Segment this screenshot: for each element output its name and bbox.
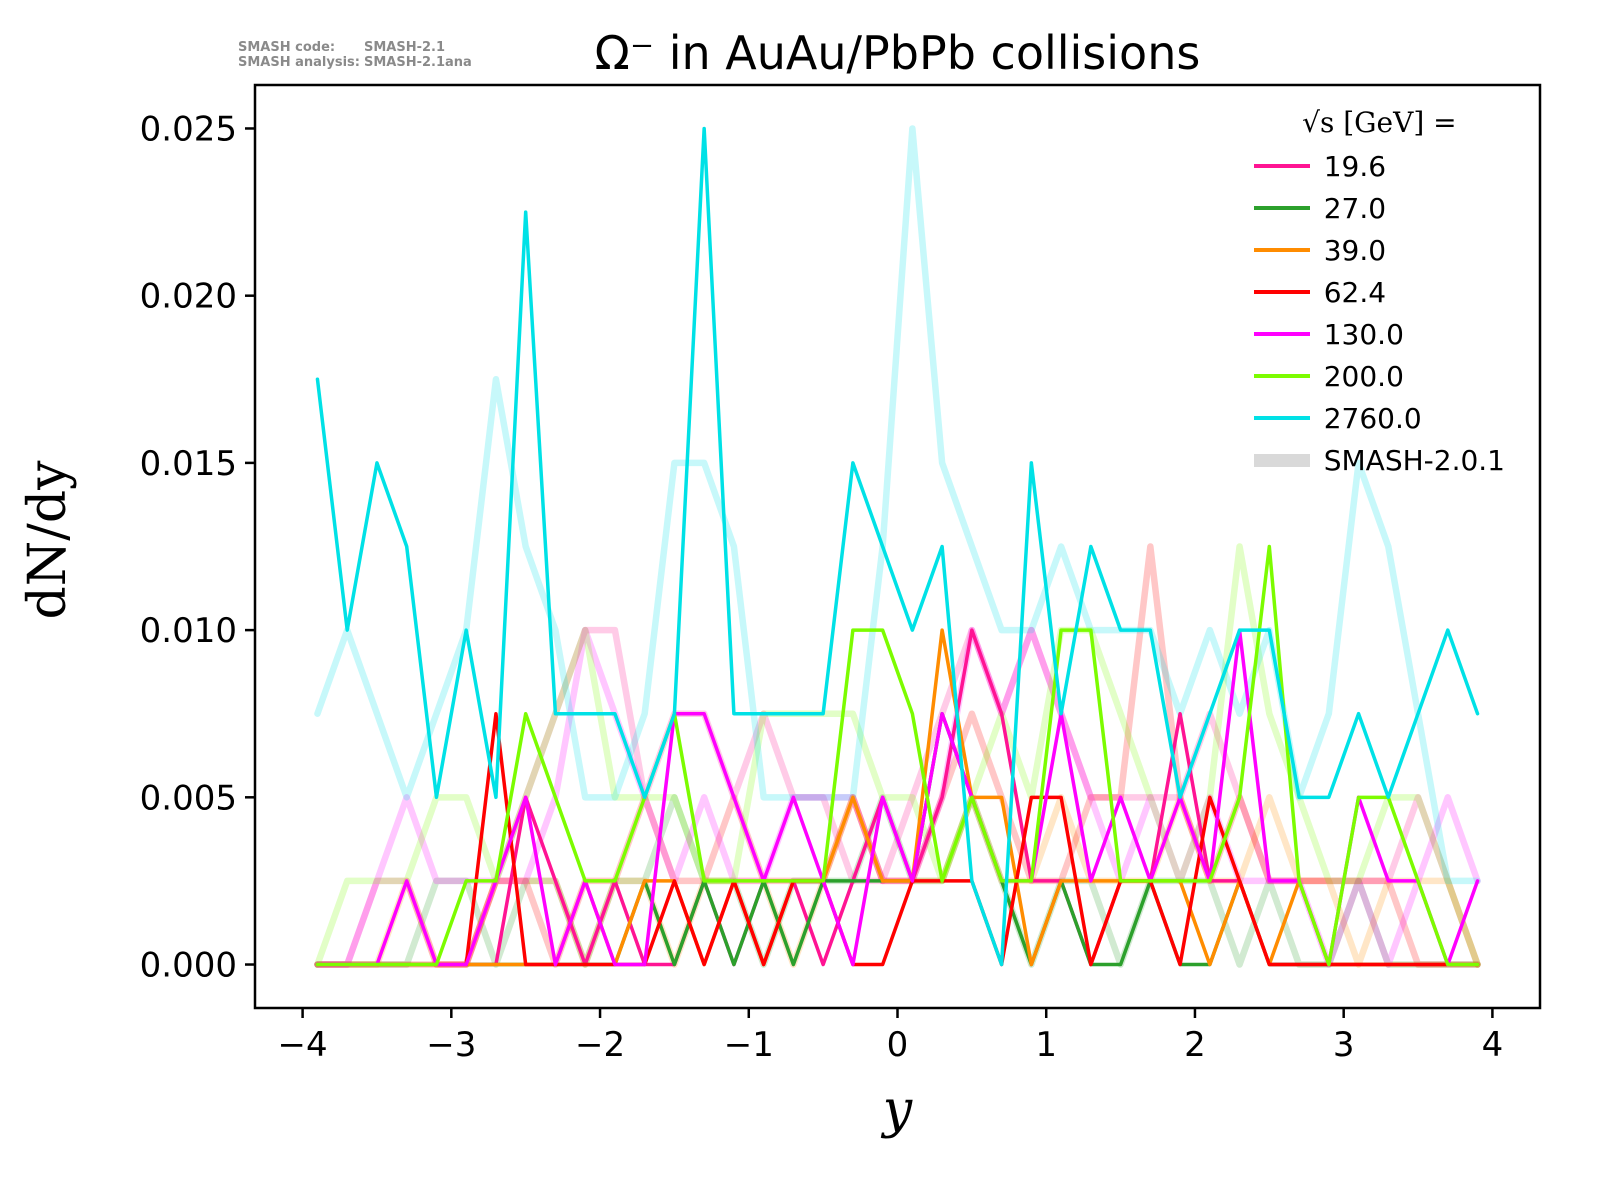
legend-label: 62.4 [1323,275,1387,309]
smash-code-value: SMASH-2.1 [364,40,446,55]
legend-swatch [1253,248,1310,252]
legend-swatch [1253,164,1310,168]
y-tick-label: 0.025 [140,109,237,149]
x-tick-label: 4 [1482,1025,1504,1065]
legend-label: 2760.0 [1323,401,1422,435]
legend-entry: 39.0 [1253,229,1505,271]
y-tick-label: 0.020 [140,277,237,317]
legend-swatch [1253,374,1310,378]
x-tick-label: 0 [887,1025,909,1065]
x-tick-label: −4 [278,1025,328,1065]
x-axis-label: y [882,1080,913,1140]
chart-title: Ω⁻ in AuAu/PbPb collisions [594,26,1201,80]
legend-label: 130.0 [1323,317,1404,351]
legend-entry: 27.0 [1253,187,1505,229]
smash-code-note: SMASH code: SMASH-2.1 SMASH analysis: SM… [238,40,476,70]
legend-swatch [1253,290,1310,294]
legend-entry: 62.4 [1253,271,1505,313]
legend-label: 19.6 [1323,149,1387,183]
legend-entry: 130.0 [1253,313,1505,355]
series-line [315,628,1480,967]
smash-analysis-label: SMASH analysis: [238,55,360,70]
legend-entry: 200.0 [1253,355,1505,397]
x-tick-label: 2 [1184,1025,1206,1065]
smash-code-label: SMASH code: [238,40,336,55]
legend: √s [GeV] = 19.6 27.0 39.0 62.4 130.0 200.0 276… [1244,100,1515,487]
x-tick-label: −2 [575,1025,625,1065]
series-line [315,126,1480,967]
legend-entries: 19.6 27.0 39.0 62.4 130.0 200.0 2760.0 SMASH-2.… [1253,145,1505,481]
legend-entry: 19.6 [1253,145,1505,187]
legend-swatch [1253,206,1310,210]
y-tick-label: 0.010 [140,611,237,651]
legend-swatch [1253,453,1310,467]
y-tick-label: 0.005 [140,778,237,818]
x-tick-label: −3 [426,1025,476,1065]
series-line [315,628,1480,967]
legend-entry: 2760.0 [1253,397,1505,439]
legend-label: 27.0 [1323,191,1387,225]
legend-entry: SMASH-2.0.1 [1253,439,1505,481]
y-tick-label: 0.000 [140,946,237,986]
x-tick-label: 1 [1035,1025,1057,1065]
x-tick-label: −1 [724,1025,774,1065]
legend-label: 200.0 [1323,359,1404,393]
legend-label: 39.0 [1323,233,1387,267]
legend-swatch [1253,332,1310,336]
y-tick-label: 0.015 [140,444,237,484]
legend-swatch [1253,416,1310,420]
legend-title: √s [GeV] = [1302,106,1457,139]
legend-label: SMASH-2.0.1 [1323,443,1505,477]
x-tick-label: 3 [1333,1025,1355,1065]
smash-analysis-value: SMASH-2.1ana [364,55,472,70]
